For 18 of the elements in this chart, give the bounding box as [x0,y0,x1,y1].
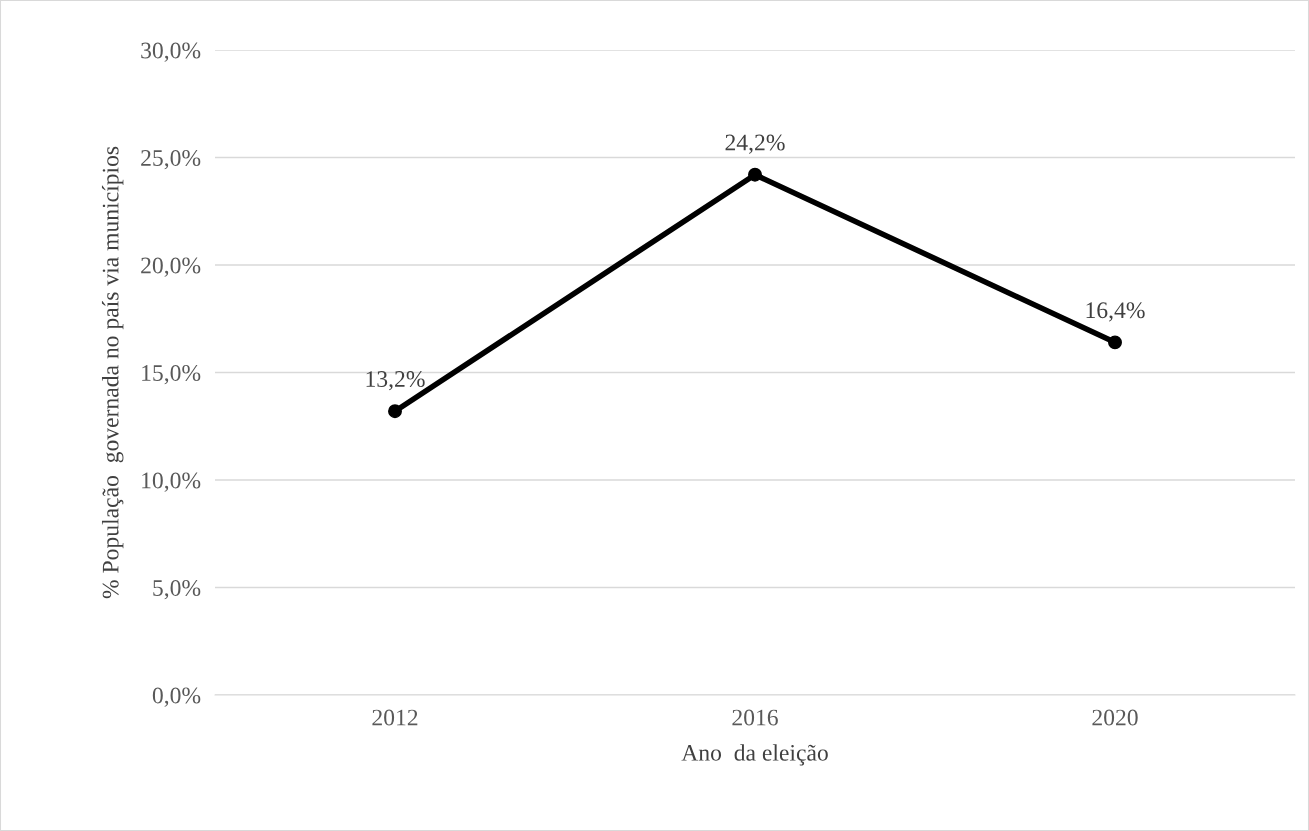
x-tick-label: 2012 [372,709,418,726]
x-axis-title: Ano da eleição [681,744,828,766]
y-tick-label: 30,0% [141,42,201,62]
y-tick-label: 5,0% [153,579,201,600]
y-tick-label: 25,0% [141,149,201,170]
point [1108,335,1122,350]
y-tick-label: 0,0% [152,687,201,707]
data-label: 24,2% [725,134,785,154]
y-tick-label: 15,0% [142,364,201,385]
y-tick-label: 10,0% [142,472,201,492]
point [748,167,762,182]
point [388,404,402,419]
data-label: 16,4% [1086,302,1145,322]
x-tick-label: 2020 [1092,709,1138,726]
x-tick-label: 2016 [732,709,778,726]
y-tick-label: 20,0% [141,257,201,277]
y-axis-title: % População governada no país via municípios [101,146,124,599]
data-label: 13,2% [366,371,425,391]
